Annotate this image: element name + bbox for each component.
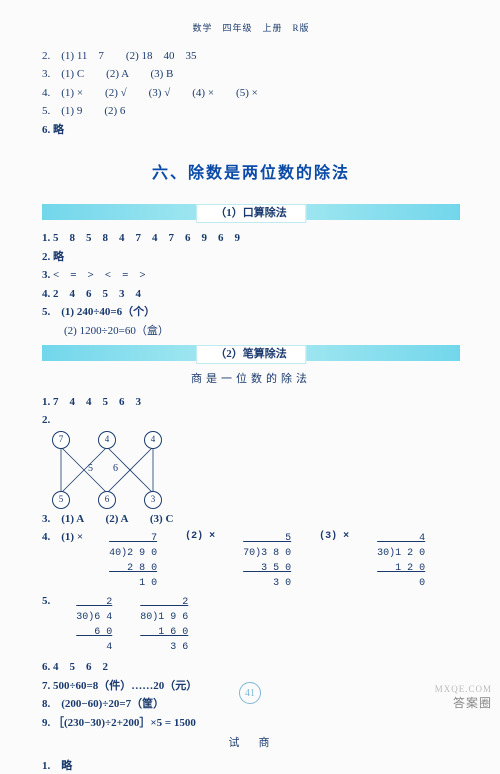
long-division: 7 40)2 9 0 2 8 0 1 0 xyxy=(109,531,157,591)
answer-line: 3. (1) A (2) A (3) C xyxy=(42,511,460,528)
answer-line: 4. (1) × (2) √ (3) √ (4) × (5) × xyxy=(42,85,460,102)
section-title: （2）笔算除法 xyxy=(196,345,306,364)
diagram-node: 4 xyxy=(98,431,116,449)
watermark: 答案圈 xyxy=(453,694,492,712)
diagram-node: 7 xyxy=(52,431,70,449)
answer-line: 3. (1) C (2) A (3) B xyxy=(42,66,460,83)
long-division-group: 7 40)2 9 0 2 8 0 1 0 (2) × 5 70)3 8 0 3 … xyxy=(109,531,425,591)
diagram-node: 4 xyxy=(144,431,162,449)
diagram-node: 3 xyxy=(144,491,162,509)
answer-line: 1. 7 4 4 5 6 3 xyxy=(42,394,460,411)
q-prefix: 5. xyxy=(42,593,50,610)
long-division: 5 70)3 8 0 3 5 0 3 0 xyxy=(243,531,291,591)
answer-line: 2. 略 xyxy=(42,249,460,266)
answer-line: 5. (1) 9 (2) 6 xyxy=(42,103,460,120)
long-division-group: 2 30)6 4 6 0 4 2 80)1 9 6 1 6 0 3 6 xyxy=(76,595,188,655)
page-header: 数学 四年级 上册 R版 xyxy=(42,22,460,36)
answer-line: 2. xyxy=(42,412,460,429)
q-prefix: 4. (1) × xyxy=(42,529,83,546)
subsection-title: 试 商 xyxy=(42,735,460,752)
answer-line: 1. 5 8 5 8 4 7 4 7 6 9 6 9 xyxy=(42,230,460,247)
answer-line: 1. 略 xyxy=(42,758,460,774)
section-header: （2）笔算除法 xyxy=(42,345,460,363)
matching-diagram: 7 4 4 5 6 5 6 3 xyxy=(52,431,162,509)
answer-line: 3. < = > < = > xyxy=(42,267,460,284)
answer-line: (2) 1200÷20=60（盒） xyxy=(42,323,460,340)
section-header: （1）口算除法 xyxy=(42,204,460,222)
diagram-node: 6 xyxy=(98,491,116,509)
long-division: 4 30)1 2 0 1 2 0 0 xyxy=(377,531,425,591)
long-division: 2 80)1 9 6 1 6 0 3 6 xyxy=(140,595,188,655)
long-division: 2 30)6 4 6 0 4 xyxy=(76,595,112,655)
subsection-title: 商是一位数的除法 xyxy=(42,371,460,388)
answer-line: 6. 4 5 6 2 xyxy=(42,659,460,676)
chapter-title: 六、除数是两位数的除法 xyxy=(42,162,460,186)
page-number: 41 xyxy=(239,682,261,704)
q-prefix: (2) × xyxy=(185,529,215,591)
section-title: （1）口算除法 xyxy=(196,204,306,223)
answer-line: 6. 略 xyxy=(42,122,460,139)
diagram-node: 5 xyxy=(52,491,70,509)
answer-line: 2. (1) 11 7 (2) 18 40 35 xyxy=(42,48,460,65)
q-prefix: (3) × xyxy=(319,529,349,591)
answer-line: 5. (1) 240÷40=6（个） xyxy=(42,304,460,321)
answer-line: 9. ［(230−30)÷2+200］×5 = 1500 xyxy=(42,715,460,732)
answer-line: 4. 2 4 6 5 3 4 xyxy=(42,286,460,303)
